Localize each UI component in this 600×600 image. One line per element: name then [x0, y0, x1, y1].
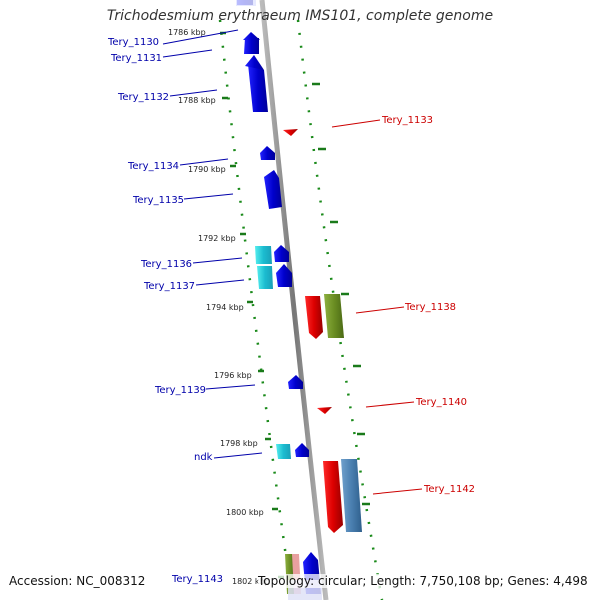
- label-tery-1143: Tery_1143: [171, 574, 223, 585]
- gene-ndk-cyan: [276, 444, 291, 459]
- label-tery-1132: Tery_1132: [117, 92, 169, 103]
- inner-dotted-ring: [218, 19, 294, 600]
- map-title: Trichodesmium erythraeum IMS101, complet…: [106, 8, 494, 24]
- accession-label: Accession: NC_008312: [9, 574, 146, 588]
- gene-tery-1135: [264, 170, 282, 209]
- gene-tery-1136: [274, 245, 289, 262]
- scale-label: 1798 kbp: [220, 439, 258, 448]
- label-tery-1140: Tery_1140: [415, 397, 467, 408]
- label-tery-1137: Tery_1137: [143, 281, 195, 292]
- reverse-gene-labels: Tery_1133 Tery_1138 Tery_1140 Tery_1142: [331, 115, 475, 495]
- gene-tery-1133: [283, 129, 298, 136]
- gene-tery-1138: [305, 296, 323, 339]
- label-tery-1130: Tery_1130: [107, 37, 159, 48]
- label-tery-1136: Tery_1136: [140, 259, 192, 270]
- scale-label: 1790 kbp: [188, 165, 226, 174]
- gene-tery-1138-olive: [324, 294, 344, 338]
- label-tery-1138: Tery_1138: [404, 302, 456, 313]
- label-tery-1142: Tery_1142: [423, 484, 475, 495]
- scale-label: 1802 kbp: [232, 577, 270, 586]
- scale-label: 1792 kbp: [198, 234, 236, 243]
- label-tery-1139: Tery_1139: [154, 385, 206, 396]
- reverse-strand-features: [283, 129, 362, 533]
- gene-tery-1140: [317, 407, 332, 414]
- scale-label: 1788 kbp: [178, 96, 216, 105]
- label-tery-1131: Tery_1131: [110, 53, 162, 64]
- label-tery-1133: Tery_1133: [381, 115, 433, 126]
- scale-label: 1794 kbp: [206, 303, 244, 312]
- scale-labels: 1786 kbp 1788 kbp 1790 kbp 1792 kbp 1794…: [168, 28, 270, 586]
- forward-gene-labels: Tery_1130 Tery_1131 Tery_1132 Tery_1134 …: [107, 29, 263, 585]
- label-ndk: ndk: [194, 452, 213, 463]
- gene-tery-1137: [276, 264, 292, 287]
- genome-summary: Topology: circular; Length: 7,750,108 bp…: [258, 574, 588, 588]
- gene-tery-1134: [260, 146, 275, 160]
- scale-label: 1800 kbp: [226, 508, 264, 517]
- gene-tery-1139: [288, 375, 303, 389]
- gene-tery-1131: [244, 38, 259, 54]
- gene-tery-1132-arrow: [245, 55, 264, 70]
- scale-label: 1786 kbp: [168, 28, 206, 37]
- label-tery-1134: Tery_1134: [127, 161, 179, 172]
- label-tery-1135: Tery_1135: [132, 195, 184, 206]
- genome-backbone: [259, 0, 329, 600]
- scale-label: 1796 kbp: [214, 371, 252, 380]
- gene-tery-1131-arrow: [243, 32, 260, 40]
- gene-tery-1137-cyan: [257, 266, 273, 289]
- gene-ndk: [295, 443, 309, 457]
- gene-tery-1136-cyan: [255, 246, 272, 264]
- gene-tery-1142-steelblue: [341, 459, 362, 532]
- gene-tery-1132: [248, 64, 268, 112]
- gene-tery-1142: [323, 461, 343, 533]
